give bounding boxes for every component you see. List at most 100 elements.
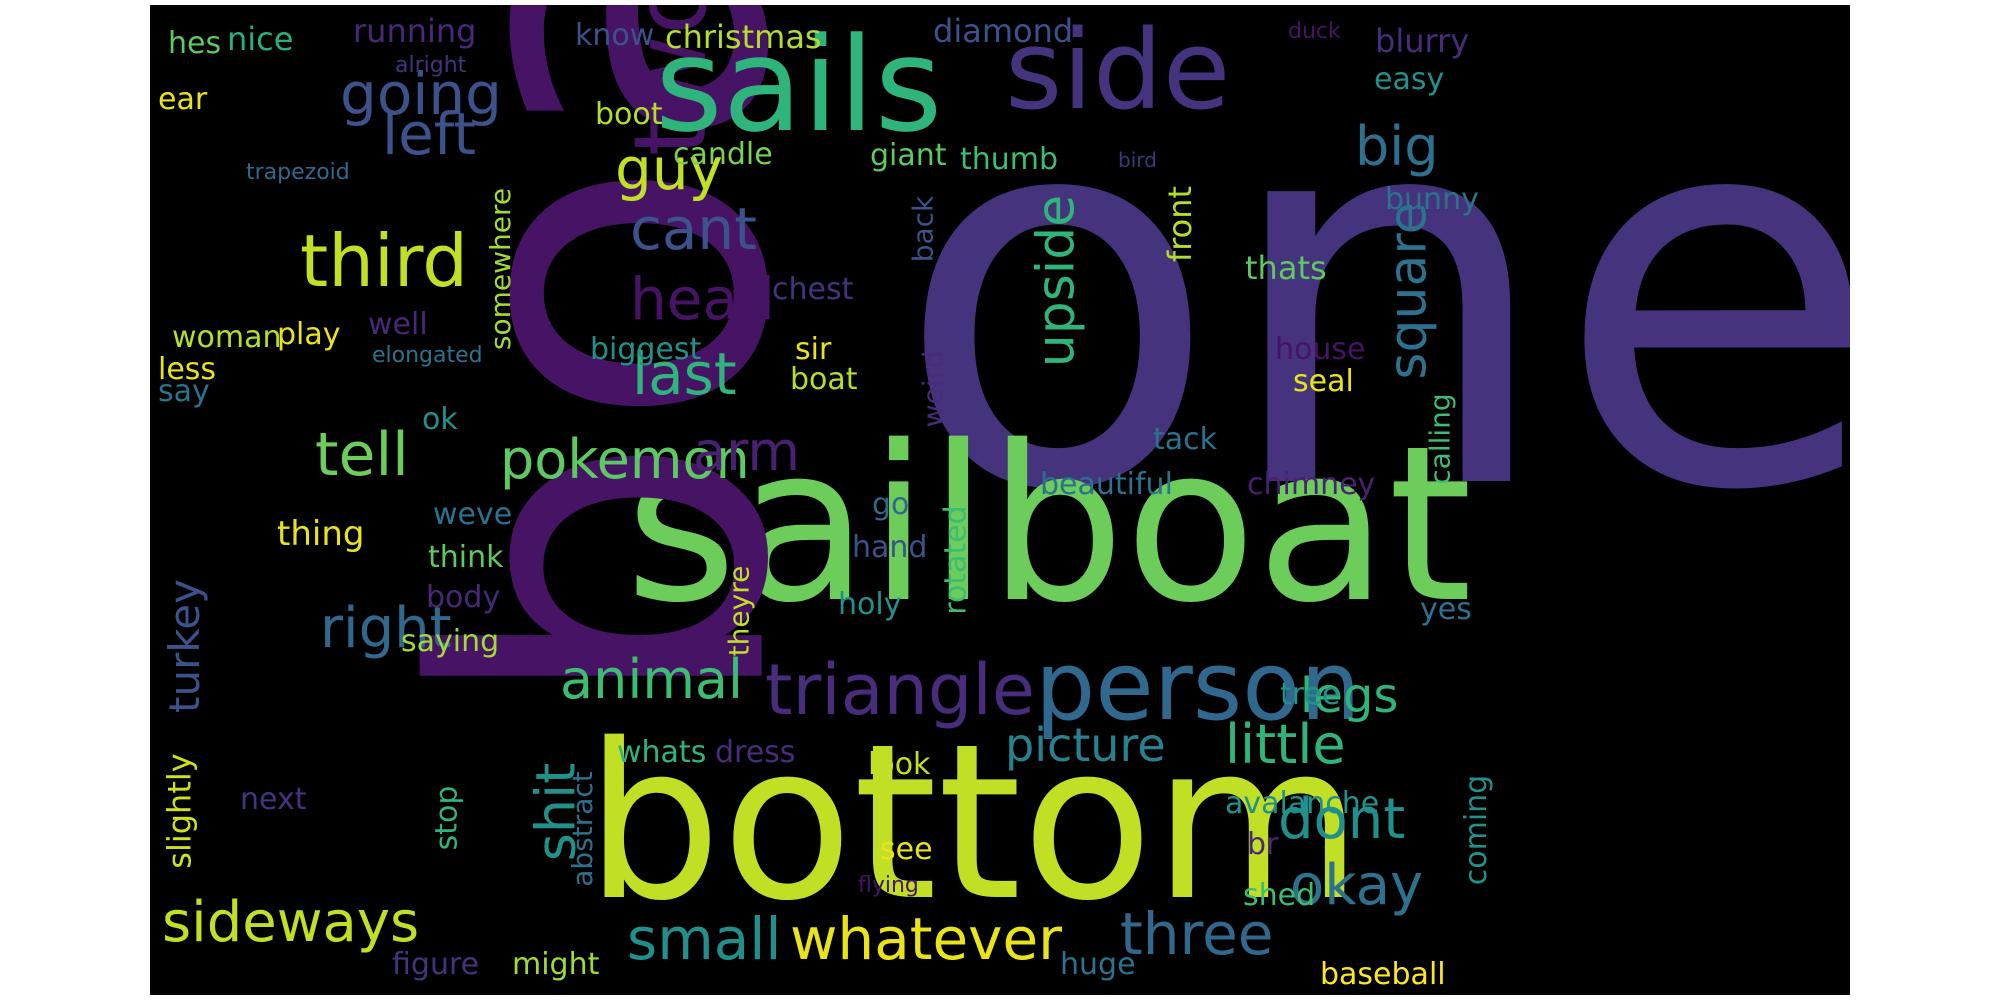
word-next: next bbox=[240, 782, 307, 817]
word-tree: tree bbox=[1280, 677, 1341, 712]
word-whats: whats bbox=[617, 735, 707, 770]
word-dress: dress bbox=[715, 735, 796, 770]
word-three: three bbox=[1120, 900, 1274, 968]
word-cloud: one sailboat bottom boat two sails side person t… bbox=[150, 5, 1850, 995]
word-well: well bbox=[368, 307, 428, 342]
word-sideways: sideways bbox=[162, 890, 420, 955]
word-nice: nice bbox=[227, 20, 294, 58]
word-look: look bbox=[868, 747, 931, 782]
word-seal: seal bbox=[1293, 364, 1354, 399]
word-hes: hes bbox=[168, 26, 222, 61]
word-diamond: diamond bbox=[933, 12, 1074, 50]
word-elongated: elongated bbox=[372, 343, 483, 368]
word-cant: cant bbox=[630, 195, 757, 263]
word-rotated: rotated bbox=[938, 505, 974, 615]
word-okay: okay bbox=[1290, 853, 1424, 918]
word-tack: tack bbox=[1153, 422, 1218, 457]
word-pokemon: pokemon bbox=[500, 428, 750, 491]
word-shed: shed bbox=[1243, 878, 1316, 913]
word-sailboat: sailboat bbox=[625, 399, 1473, 650]
word-beautiful: beautiful bbox=[1040, 467, 1173, 502]
word-saying: saying bbox=[401, 624, 500, 659]
word-right: right bbox=[320, 596, 452, 661]
word-whatever: whatever bbox=[790, 905, 1063, 973]
word-head: head bbox=[630, 265, 775, 333]
word-third: third bbox=[300, 219, 468, 303]
word-bird: bird bbox=[1118, 148, 1157, 172]
word-stop: stop bbox=[429, 785, 465, 851]
word-play: play bbox=[277, 317, 341, 352]
word-going: going bbox=[340, 60, 502, 128]
word-dont: dont bbox=[1278, 787, 1406, 852]
word-slightly: slightly bbox=[160, 753, 199, 869]
word-bottom: bottom bbox=[585, 697, 1363, 948]
word-sir: sir bbox=[795, 332, 832, 367]
word-house: house bbox=[1275, 332, 1366, 367]
word-animal: animal bbox=[560, 648, 744, 711]
word-avalanche: avalanche bbox=[1225, 786, 1380, 821]
word-less: less bbox=[158, 352, 217, 387]
word-legs: legs bbox=[1300, 668, 1399, 724]
word-picture: picture bbox=[1005, 718, 1166, 772]
word-guy: guy bbox=[615, 135, 723, 203]
word-yes: yes bbox=[1420, 592, 1472, 627]
word-say: say bbox=[158, 374, 210, 409]
word-coming: coming bbox=[1459, 774, 1495, 886]
word-see: see bbox=[880, 832, 933, 867]
word-might: might bbox=[512, 947, 600, 982]
word-baseball: baseball bbox=[1320, 957, 1446, 992]
word-christmas: christmas bbox=[665, 18, 822, 56]
word-turkey: turkey bbox=[159, 579, 209, 713]
word-weve: weve bbox=[433, 497, 513, 532]
word-alright: alright bbox=[395, 53, 467, 78]
word-go: go bbox=[872, 487, 910, 522]
word-chest: chest bbox=[772, 272, 854, 307]
word-theyre: theyre bbox=[722, 565, 756, 657]
word-biggest: biggest bbox=[590, 332, 702, 367]
word-huge: huge bbox=[1060, 947, 1136, 982]
word-tell: tell bbox=[315, 420, 409, 490]
word-side: side bbox=[1005, 6, 1231, 134]
word-abstract: abstract bbox=[565, 771, 599, 887]
word-trapezoid: trapezoid bbox=[246, 160, 350, 185]
word-flying: flying bbox=[858, 873, 919, 898]
word-somewhere: somewhere bbox=[484, 187, 518, 351]
word-triangle: triangle bbox=[765, 649, 1035, 731]
word-sails: sails bbox=[655, 9, 943, 161]
word-thing: thing bbox=[277, 514, 365, 554]
word-thumb: thumb bbox=[960, 142, 1059, 177]
word-one: one bbox=[895, 5, 1850, 606]
word-boat-2: boat bbox=[790, 362, 858, 397]
word-big: big bbox=[1355, 115, 1439, 178]
word-woman: woman bbox=[172, 320, 282, 355]
word-upside: upside bbox=[1026, 194, 1087, 368]
word-ear: ear bbox=[158, 82, 208, 117]
word-bunny: bunny bbox=[1385, 182, 1479, 217]
word-holy: holy bbox=[838, 587, 902, 622]
word-back: back bbox=[906, 195, 940, 263]
word-left: left bbox=[382, 100, 476, 168]
word-boot: boot bbox=[595, 97, 663, 132]
word-arm: arm bbox=[693, 420, 800, 483]
word-know: know bbox=[575, 18, 655, 53]
word-think: think bbox=[428, 540, 504, 575]
word-front: front bbox=[1161, 185, 1200, 263]
word-blurry: blurry bbox=[1375, 22, 1470, 60]
word-running: running bbox=[353, 12, 477, 50]
word-figure: figure bbox=[392, 947, 480, 982]
word-ok: ok bbox=[422, 402, 458, 437]
word-weird: weird bbox=[916, 350, 950, 428]
word-person: person bbox=[1035, 632, 1361, 742]
word-duck: duck bbox=[1288, 19, 1341, 44]
word-last: last bbox=[632, 340, 737, 408]
word-small: small bbox=[627, 905, 782, 973]
word-thats: thats bbox=[1245, 249, 1327, 287]
word-candle: candle bbox=[673, 137, 773, 172]
word-calling: calling bbox=[1423, 393, 1457, 485]
word-little: little bbox=[1225, 713, 1346, 776]
word-easy: easy bbox=[1374, 62, 1445, 97]
word-square: square bbox=[1378, 202, 1439, 380]
word-body: body bbox=[426, 580, 501, 615]
word-chimney: chimney bbox=[1247, 467, 1376, 502]
word-br: br bbox=[1247, 827, 1279, 862]
